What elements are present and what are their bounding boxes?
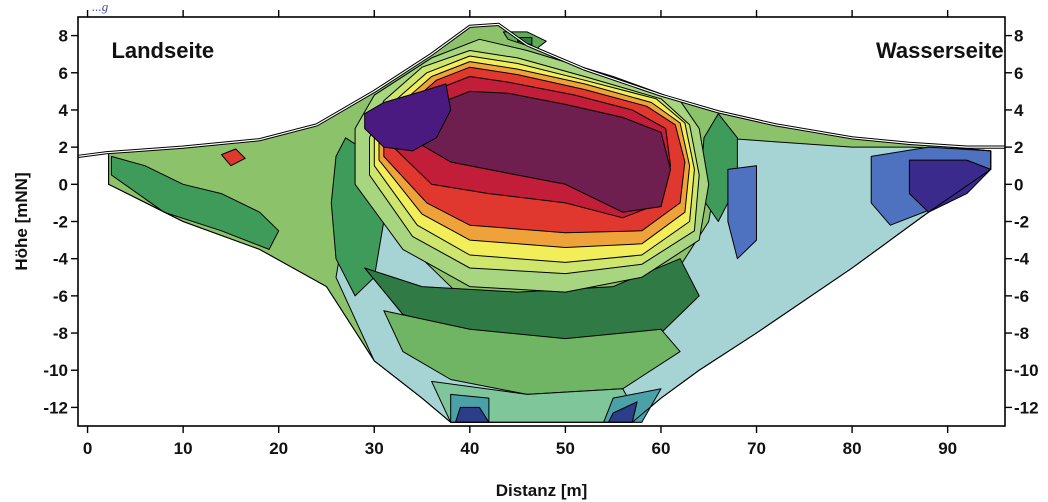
contour-region	[727, 165, 757, 260]
contour-region	[383, 310, 681, 395]
x-axis-label: Distanz [m]	[496, 481, 588, 500]
y-tick-label-right: -6	[1014, 287, 1029, 306]
contour-region	[908, 159, 992, 213]
contour-region	[364, 83, 452, 152]
y-tick-label-left: 4	[59, 101, 69, 120]
y-tick-label-right: -4	[1014, 250, 1030, 269]
y-tick-label-left: -4	[53, 250, 69, 269]
x-tick-label: 90	[938, 439, 957, 458]
x-tick-label: 40	[460, 439, 479, 458]
x-tick-label: 50	[556, 439, 575, 458]
y-tick-label-right: -2	[1014, 213, 1029, 232]
y-tick-label-left: -12	[43, 398, 68, 417]
y-tick-label-left: -6	[53, 287, 68, 306]
y-tick-label-left: 0	[59, 175, 68, 194]
caption-fragment: ...g	[92, 0, 109, 14]
y-tick-label-right: 6	[1014, 64, 1023, 83]
x-tick-label: 30	[365, 439, 384, 458]
contour-regions	[108, 23, 992, 423]
surface-profile-highlight	[77, 23, 1005, 157]
x-tick-label: 0	[83, 439, 92, 458]
annotation-landseite: Landseite	[111, 38, 214, 63]
y-tick-label-right: 0	[1014, 175, 1023, 194]
x-tick-label: 10	[174, 439, 193, 458]
contour-region	[110, 155, 280, 250]
x-axis-ticks: 0 10 20 30 40 50 60 70 80 90	[83, 10, 957, 458]
y-tick-label-right: -12	[1014, 398, 1039, 417]
y-tick-label-right: 8	[1014, 27, 1023, 46]
y-tick-label-left: -10	[43, 361, 68, 380]
x-tick-label: 80	[843, 439, 862, 458]
y-axis-label: Höhe [mNN]	[12, 172, 31, 270]
x-tick-label: 20	[269, 439, 288, 458]
y-tick-label-right: -10	[1014, 361, 1039, 380]
y-tick-label-left: -2	[53, 213, 68, 232]
x-tick-label: 70	[747, 439, 766, 458]
y-tick-label-left: -8	[53, 324, 68, 343]
y-axis-left-ticks: 8 6 4 2 0 -2 -4 -6 -8 -10 -12	[43, 27, 78, 417]
y-tick-label-left: 6	[59, 64, 68, 83]
y-axis-right-ticks: 8 6 4 2 0 -2 -4 -6 -8 -10 -12	[1005, 27, 1039, 417]
annotation-wasserseite: Wasserseite	[876, 38, 1004, 63]
y-tick-label-right: -8	[1014, 324, 1029, 343]
x-tick-label: 60	[651, 439, 670, 458]
contour-region	[412, 90, 671, 213]
y-tick-label-left: 2	[59, 138, 68, 157]
y-tick-label-right: 4	[1014, 101, 1024, 120]
y-tick-label-left: 8	[59, 27, 68, 46]
contour-region	[220, 148, 246, 167]
y-tick-label-right: 2	[1014, 138, 1023, 157]
